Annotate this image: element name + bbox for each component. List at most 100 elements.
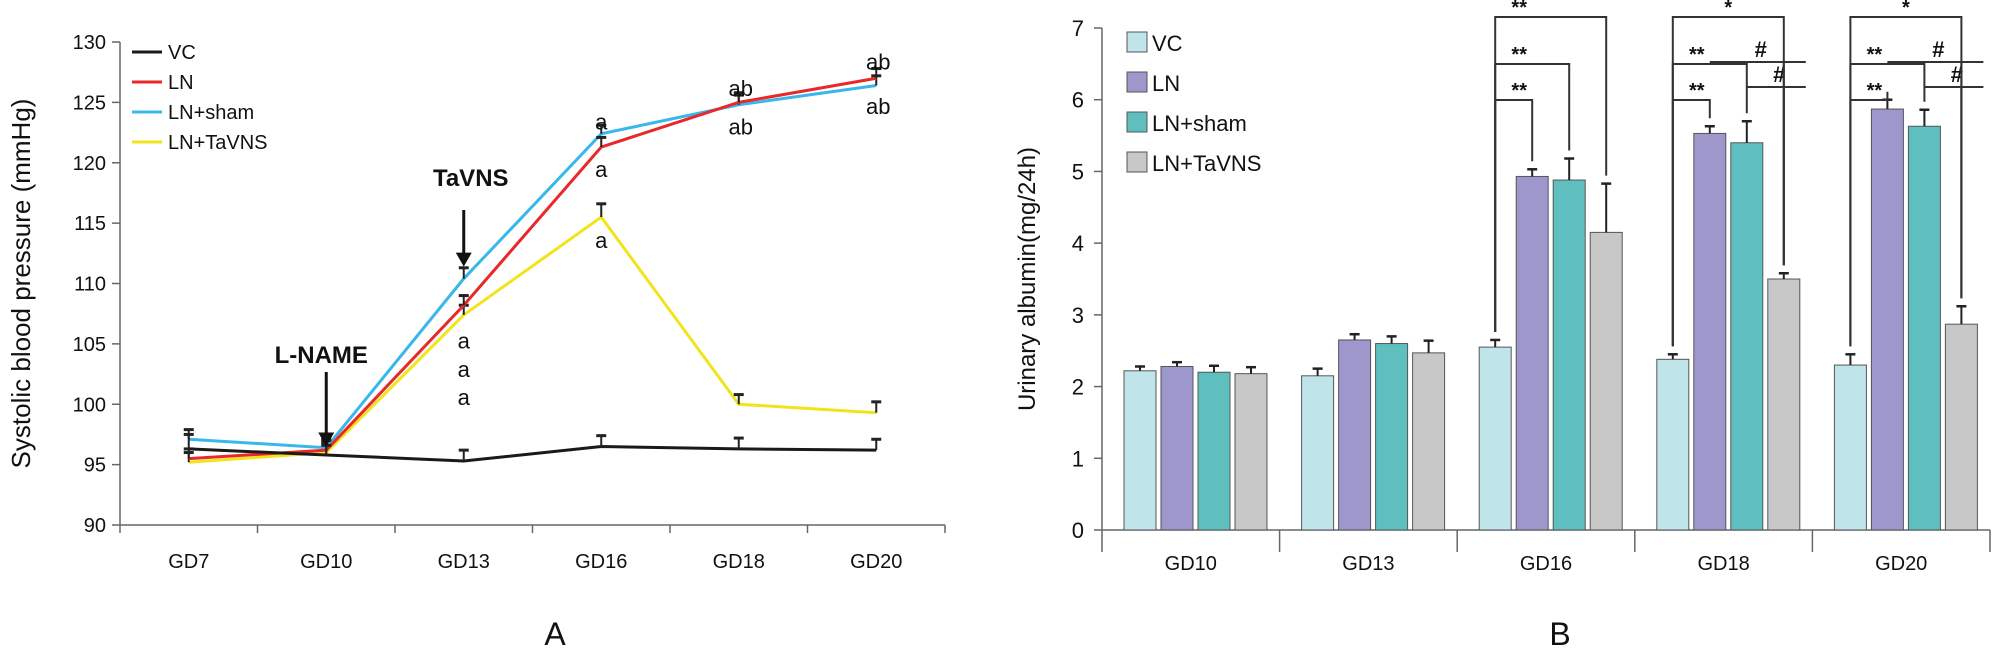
significance-bracket — [1671, 16, 1785, 347]
y-tick-label: 90 — [84, 515, 106, 537]
y-tick-label: 95 — [84, 455, 106, 477]
y-tick-label: 130 — [73, 32, 106, 54]
bar-ln-tavns-gd20 — [1944, 323, 1978, 531]
x-tick-label-gd16: GD16 — [575, 551, 627, 573]
bar-ln-sham-gd16 — [1552, 179, 1586, 531]
bar-ln-gd13 — [1338, 339, 1372, 531]
significance-bracket — [1849, 16, 1963, 347]
y-axis-title: Urinary albumin(mg/24h) — [1014, 147, 1041, 411]
bar-ln-gd16 — [1515, 175, 1549, 531]
bar-ln-tavns-gd18 — [1767, 278, 1801, 531]
annotation-arrowhead-tavns — [455, 252, 472, 267]
annotation-label-tavns: TaVNS — [433, 165, 509, 192]
bar-ln-sham-gd10 — [1197, 371, 1231, 531]
legend-label-ln-sham: LN+sham — [168, 102, 254, 124]
y-tick-label: 4 — [1072, 231, 1084, 256]
x-tick-label-gd13: GD13 — [438, 551, 490, 573]
bar-vc-gd16 — [1478, 346, 1512, 531]
annotation-letter: ab — [729, 76, 753, 101]
x-tick-label-gd18: GD18 — [1697, 553, 1749, 575]
significance-mark: ** — [1511, 0, 1527, 19]
x-tick-label-gd13: GD13 — [1342, 553, 1394, 575]
legend-label-ln-tavns: LN+TaVNS — [168, 132, 268, 154]
bar-ln-tavns-gd16 — [1589, 231, 1623, 531]
annotation-letter: ab — [729, 115, 753, 140]
y-tick-label: 2 — [1072, 375, 1084, 400]
significance-mark: ** — [1867, 44, 1883, 66]
legend-label-ln: LN — [1152, 71, 1180, 96]
significance-mark: ** — [1689, 44, 1705, 66]
bar-ln-gd20 — [1870, 108, 1904, 531]
bar-ln-tavns-gd13 — [1412, 352, 1446, 531]
legend-swatch-ln-sham — [1126, 111, 1148, 133]
y-tick-label: 100 — [73, 394, 106, 416]
bar-vc-gd10 — [1123, 370, 1157, 531]
y-tick-label: 3 — [1072, 303, 1084, 328]
legend-label-vc: VC — [168, 42, 196, 64]
significance-mark: ** — [1511, 44, 1527, 66]
series-line-vc — [188, 445, 877, 463]
significance-bracket — [1709, 61, 1806, 266]
legend-label-ln-sham: LN+sham — [1152, 111, 1247, 136]
chart-b-urinary-albumin: 0 1 2 3 4 5 6 7 GD10 GD13 GD16 GD18 GD20 Urinary albu… — [1014, 0, 1991, 575]
legend-swatch-vc — [1126, 31, 1148, 53]
significance-mark: ** — [1511, 80, 1527, 102]
x-tick-label-gd20: GD20 — [850, 551, 902, 573]
y-tick-label: 105 — [73, 334, 106, 356]
series-line-ln-tavns — [188, 215, 877, 464]
significance-bracket — [1887, 61, 1984, 299]
bar-vc-gd18 — [1656, 358, 1690, 531]
significance-mark: * — [1902, 0, 1910, 19]
bar-ln-sham-gd13 — [1375, 343, 1409, 531]
x-tick-label-gd20: GD20 — [1875, 553, 1927, 575]
significance-mark: ** — [1689, 80, 1705, 102]
y-tick-label: 6 — [1072, 88, 1084, 113]
y-tick-label: 125 — [73, 92, 106, 114]
chart-a-systolic-bp: 90 95 100 105 110 115 120 125 130 GD7 GD10 GD13 GD16… — [6, 32, 946, 573]
bar-ln-sham-gd20 — [1907, 125, 1941, 531]
annotation-letter: ab — [866, 49, 890, 74]
legend-label-vc: VC — [1152, 31, 1183, 56]
annotation-letter: a — [458, 385, 471, 410]
annotation-letter: a — [595, 110, 608, 135]
annotation-letter: a — [595, 157, 608, 182]
significance-bracket — [1494, 16, 1608, 332]
bar-vc-gd13 — [1301, 375, 1335, 531]
significance-mark: ** — [1867, 80, 1883, 102]
y-tick-label: 120 — [73, 153, 106, 175]
x-tick-label-gd7: GD7 — [168, 551, 209, 573]
x-tick-label-gd10: GD10 — [1165, 553, 1217, 575]
annotation-arrowhead-l-name — [318, 432, 335, 447]
legend-label-ln-tavns: LN+TaVNS — [1152, 151, 1261, 176]
y-tick-label: 0 — [1072, 518, 1084, 543]
series-line-ln-sham — [188, 83, 877, 450]
annotation-label-l-name: L-NAME — [275, 342, 368, 369]
significance-mark: * — [1724, 0, 1732, 19]
bar-vc-gd20 — [1833, 364, 1867, 531]
annotation-letter: a — [595, 228, 608, 253]
legend-label-ln: LN — [168, 72, 194, 94]
bar-ln-gd18 — [1693, 132, 1727, 531]
significance-mark: # — [1755, 37, 1767, 62]
panel-a-label: A — [544, 616, 566, 652]
bar-ln-gd10 — [1160, 365, 1194, 531]
x-tick-label-gd18: GD18 — [713, 551, 765, 573]
x-tick-label-gd10: GD10 — [300, 551, 352, 573]
annotation-letter: a — [458, 357, 471, 382]
y-tick-label: 7 — [1072, 16, 1084, 41]
significance-mark: # — [1951, 62, 1963, 87]
y-tick-label: 110 — [74, 274, 106, 296]
bar-ln-sham-gd18 — [1730, 142, 1764, 531]
annotation-letter: a — [458, 328, 471, 353]
y-axis-title: Systolic blood pressure (mmHg) — [6, 99, 36, 469]
y-tick-label: 1 — [1072, 446, 1084, 471]
panel-b-label: B — [1549, 616, 1570, 652]
y-tick-label: 115 — [74, 213, 106, 235]
y-tick-label: 5 — [1072, 159, 1084, 184]
legend-swatch-ln — [1126, 71, 1148, 93]
annotation-letter: ab — [866, 94, 890, 119]
series-line-ln — [188, 76, 877, 461]
bar-ln-tavns-gd10 — [1234, 373, 1268, 531]
significance-mark: # — [1932, 37, 1944, 62]
